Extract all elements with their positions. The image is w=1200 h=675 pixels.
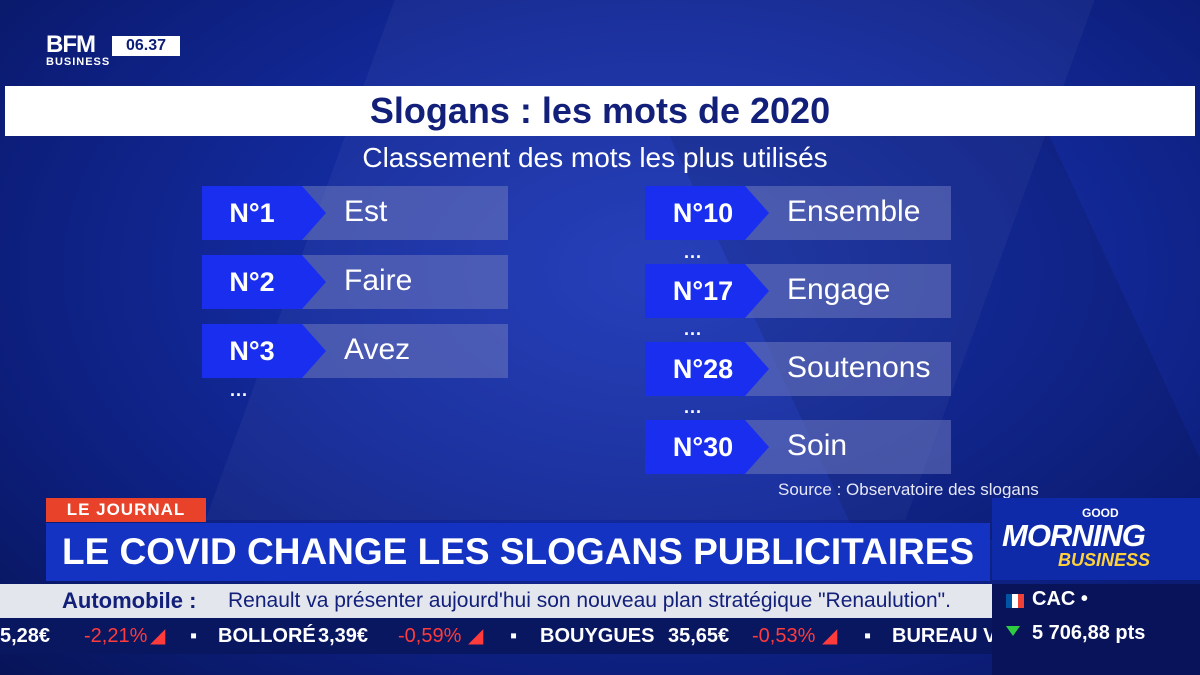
separator-dot: ▪ (864, 625, 872, 647)
channel-logo: BFM BUSINESS (46, 31, 111, 69)
program-logo-morning: MORNING (1002, 518, 1146, 553)
stock-ticker (0, 618, 992, 654)
ticker-name: BOLLORÉ (218, 625, 316, 647)
rank-word: Ensemble (787, 195, 921, 228)
ellipsis: ... (684, 319, 703, 339)
france-flag-icon (1006, 594, 1024, 608)
source-caption: Source : Observatoire des slogans (778, 480, 1039, 499)
rank-arrow (302, 186, 326, 240)
separator-dot: ▪ (190, 625, 198, 647)
ellipsis: ... (230, 380, 249, 400)
rank-word: Faire (344, 264, 413, 297)
rank-arrow (302, 324, 326, 378)
rank-label: N°2 (229, 267, 275, 297)
rank-label: N°1 (229, 198, 275, 228)
program-logo-business: BUSINESS (1058, 550, 1151, 570)
ellipsis: ... (684, 242, 703, 262)
rank-word: Est (344, 195, 388, 228)
program-logo-good: GOOD (1082, 506, 1119, 520)
ticker-price: 35,65€ (668, 625, 730, 647)
ticker-change: -0,59% (398, 625, 462, 647)
down-triangle-icon: ◢ (468, 625, 484, 647)
rank-word: Soin (787, 429, 848, 462)
rank-arrow (745, 186, 769, 240)
ticker-change: -0,53% (752, 625, 816, 647)
section-tag: LE JOURNAL (46, 498, 206, 522)
index-name: CAC • (1032, 588, 1088, 610)
index-panel (992, 584, 1200, 675)
ranking-row: N°3 Avez (202, 324, 508, 378)
rank-label: N°17 (672, 276, 734, 306)
logo-brand: BFM (46, 31, 96, 58)
ticker-name: BUREAU V (892, 625, 997, 647)
ticker-price: 5,28€ (0, 625, 51, 647)
news-text: Renault va présenter aujourd'hui son nou… (228, 589, 951, 612)
down-triangle-icon: ◢ (150, 625, 166, 647)
ticker-name: BOUYGUES (540, 625, 655, 647)
rank-word: Soutenons (787, 351, 931, 384)
news-bar (0, 584, 992, 618)
headline-bar (46, 523, 990, 581)
ticker-change: -2,21% (84, 625, 148, 647)
separator-dot: ▪ (510, 625, 518, 647)
news-category: Automobile : (62, 588, 197, 613)
ranking-row: N°28 Soutenons (645, 342, 951, 396)
rank-word: Avez (344, 333, 411, 366)
ranking-row: N°17 Engage (645, 264, 951, 318)
clock: 06.37 (112, 36, 180, 56)
rank-label: N°3 (229, 336, 275, 366)
program-logo (992, 498, 1200, 580)
ticker-price: 3,39€ (318, 625, 369, 647)
slide-subtitle: Classement des mots les plus utilisés (362, 142, 828, 173)
headline: LE COVID CHANGE LES SLOGANS PUBLICITAIRE… (62, 531, 975, 572)
logo-sub: BUSINESS (46, 56, 111, 68)
index-marker: • (1080, 588, 1088, 610)
rank-label: N°28 (672, 354, 734, 384)
ranking-row: N°1 Est (202, 186, 508, 240)
ranking-row: N°10 Ensemble (645, 186, 951, 240)
rank-arrow (745, 420, 769, 474)
index-value: 5 706,88 pts (1032, 622, 1146, 644)
rank-arrow (745, 342, 769, 396)
ranking-row: N°30 Soin (645, 420, 951, 474)
rank-label: N°30 (672, 432, 734, 462)
slide-title: Slogans : les mots de 2020 (369, 90, 831, 131)
trend-down-icon (1006, 626, 1020, 636)
rank-word: Engage (787, 273, 891, 306)
rank-label: N°10 (672, 198, 734, 228)
rank-arrow (302, 255, 326, 309)
rank-arrow (745, 264, 769, 318)
down-triangle-icon: ◢ (822, 625, 838, 647)
ellipsis: ... (684, 397, 703, 417)
ranking-row: N°2 Faire (202, 255, 508, 309)
title-bar (5, 86, 1195, 136)
